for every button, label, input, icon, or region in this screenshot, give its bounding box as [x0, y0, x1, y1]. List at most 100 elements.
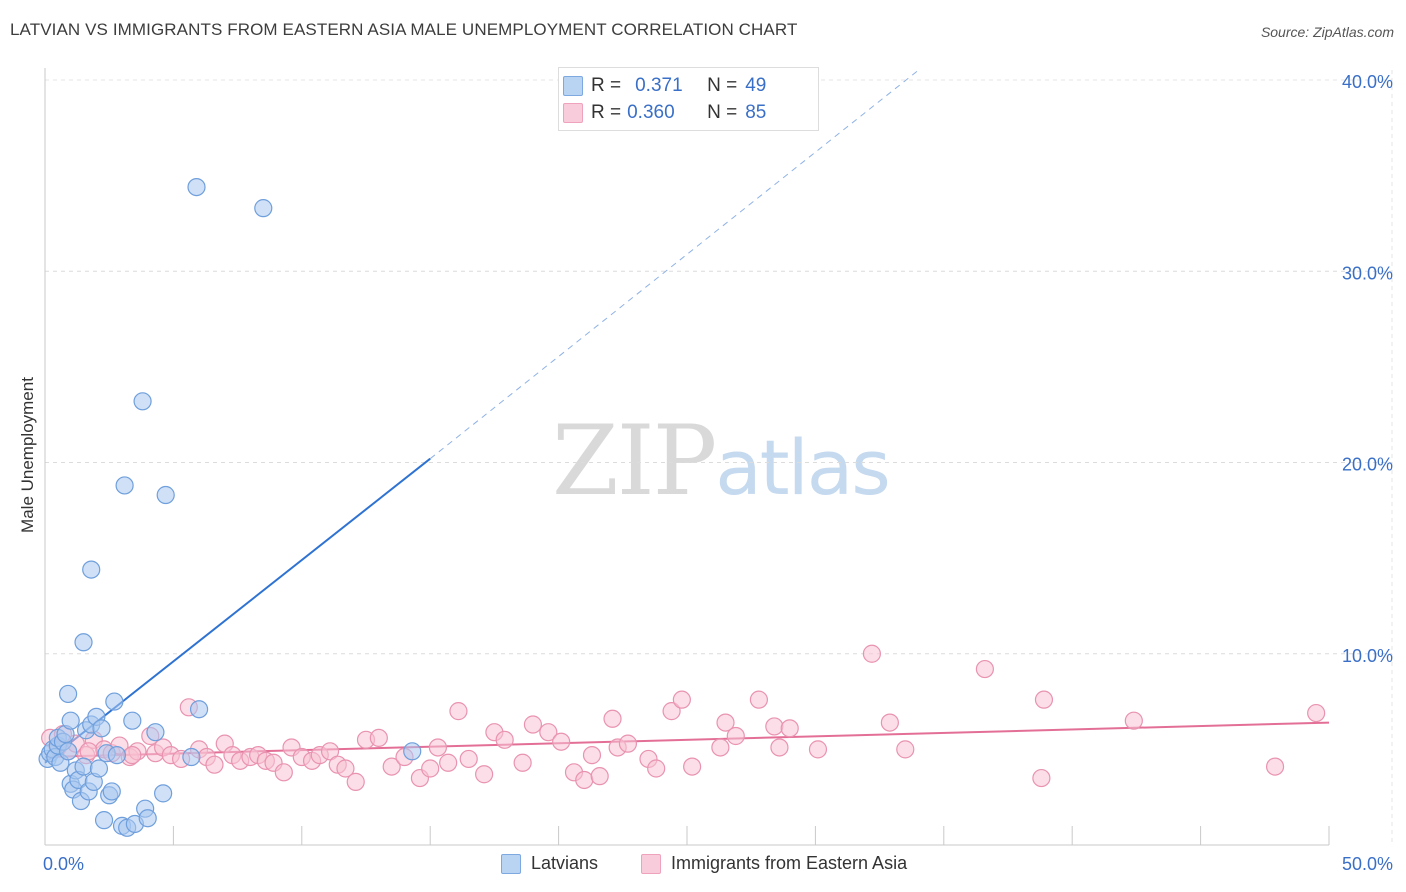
latvians-trend-line: [44, 457, 431, 764]
latvians-point: [82, 560, 101, 579]
eastern-asia-point: [79, 742, 98, 761]
latvians-point: [102, 782, 121, 801]
latvians-point: [107, 746, 127, 765]
eastern-asia-point: [513, 753, 532, 772]
eastern-asia-point: [765, 717, 784, 736]
latvians-point: [254, 199, 273, 218]
latvians-point: [59, 742, 78, 761]
eastern-asia-point: [662, 702, 681, 721]
tick-label-layer: 10.0% 20.0% 30.0% 40.0% 0.0% 50.0%: [43, 72, 1393, 874]
eastern-asia-point: [896, 740, 915, 759]
latvians-point: [182, 747, 201, 767]
y-tick-label: 40.0%: [1342, 72, 1393, 92]
y-tick-label: 20.0%: [1342, 455, 1393, 475]
latvians-point: [156, 485, 175, 505]
eastern-asia-point: [749, 690, 769, 709]
eastern-asia-n-label: N =: [707, 102, 738, 123]
latvians-swatch: [563, 76, 583, 96]
latvians-point: [133, 392, 152, 411]
eastern-asia-point: [726, 726, 745, 746]
eastern-asia-point: [1124, 711, 1143, 730]
eastern-asia-point: [780, 719, 799, 738]
axis-layer: [44, 68, 1330, 846]
eastern-asia-point: [421, 759, 440, 778]
latvians-point: [123, 711, 142, 730]
x-tick-label: 0.0%: [43, 854, 84, 874]
stats-legend: R = 0.371 N = 49 R = 0.360 N = 85: [558, 67, 819, 131]
eastern-asia-point: [1307, 703, 1326, 723]
eastern-asia-point: [975, 659, 994, 679]
latvians-point: [89, 759, 109, 778]
eastern-asia-point: [346, 772, 365, 791]
eastern-asia-point: [716, 713, 735, 732]
eastern-asia-point: [603, 709, 622, 728]
latvians-point: [154, 784, 173, 803]
watermark-zip: ZIP: [552, 405, 717, 517]
eastern-asia-point: [880, 713, 899, 732]
bottom-legend-eastern-asia: Immigrants from Eastern Asia: [641, 853, 907, 874]
legend-row-latvians: R = 0.371 N = 49: [563, 74, 767, 98]
y-tick-label: 30.0%: [1342, 263, 1393, 283]
eastern-asia-point: [475, 765, 494, 784]
latvians-r-label: R =: [591, 75, 622, 96]
x-tick-label: 50.0%: [1342, 854, 1393, 874]
eastern-asia-point: [582, 746, 602, 765]
eastern-asia-swatch: [563, 103, 583, 123]
eastern-asia-point: [552, 732, 571, 751]
latvians-point: [138, 809, 157, 828]
bottom-eastern-asia-swatch: [641, 853, 661, 874]
legend-row-eastern-asia: R = 0.360 N = 85: [563, 101, 766, 125]
eastern-asia-point: [647, 759, 666, 778]
latvians-point: [74, 633, 93, 652]
points-layer: [38, 178, 1326, 837]
latvians-point: [403, 742, 422, 761]
eastern-asia-point: [428, 738, 448, 757]
latvians-n-label: N =: [707, 75, 738, 96]
latvians-point: [61, 711, 80, 730]
eastern-asia-point: [495, 730, 514, 749]
eastern-asia-point: [523, 715, 543, 734]
source-credit: Source: ZipAtlas.com: [1260, 24, 1394, 40]
latvians-point: [59, 684, 78, 704]
eastern-asia-point: [539, 723, 558, 742]
eastern-asia-point: [575, 770, 594, 790]
eastern-asia-point: [205, 755, 224, 774]
eastern-asia-point: [320, 742, 340, 761]
eastern-asia-point: [336, 759, 355, 778]
bottom-legend-latvians: Latvians: [501, 853, 598, 874]
watermark-atlas: atlas: [715, 423, 891, 512]
eastern-asia-point: [439, 753, 458, 772]
latvians-n-value: 49: [745, 75, 767, 96]
eastern-asia-point: [274, 763, 293, 782]
eastern-asia-point: [590, 767, 609, 786]
latvians-point: [189, 700, 209, 719]
eastern-asia-r-label: R =: [591, 102, 622, 123]
grid-layer: [45, 70, 1393, 845]
eastern-asia-point: [123, 746, 142, 765]
eastern-asia-point: [711, 738, 730, 757]
eastern-asia-point: [1034, 690, 1054, 709]
latvians-point: [115, 476, 134, 495]
eastern-asia-point: [808, 740, 828, 759]
y-tick-label: 10.0%: [1342, 646, 1393, 666]
eastern-asia-point: [618, 734, 638, 753]
eastern-asia-point: [672, 690, 691, 709]
eastern-asia-r-value: 0.360: [627, 102, 675, 123]
latvians-point: [94, 811, 114, 830]
bottom-eastern-asia-label: Immigrants from Eastern Asia: [671, 853, 908, 873]
eastern-asia-point: [862, 644, 881, 663]
chart-title: LATVIAN VS IMMIGRANTS FROM EASTERN ASIA …: [10, 20, 798, 39]
latvians-point: [146, 723, 165, 742]
eastern-asia-point: [369, 728, 388, 748]
eastern-asia-point: [449, 702, 468, 721]
latvians-r-value: 0.371: [635, 75, 683, 96]
eastern-asia-point: [1265, 757, 1285, 776]
latvians-point: [92, 719, 111, 738]
latvians-point: [187, 178, 206, 197]
latvians-point: [105, 692, 124, 711]
bottom-latvians-swatch: [501, 853, 521, 874]
eastern-asia-point: [1032, 768, 1051, 788]
eastern-asia-point: [459, 749, 478, 769]
eastern-asia-point: [770, 738, 789, 757]
